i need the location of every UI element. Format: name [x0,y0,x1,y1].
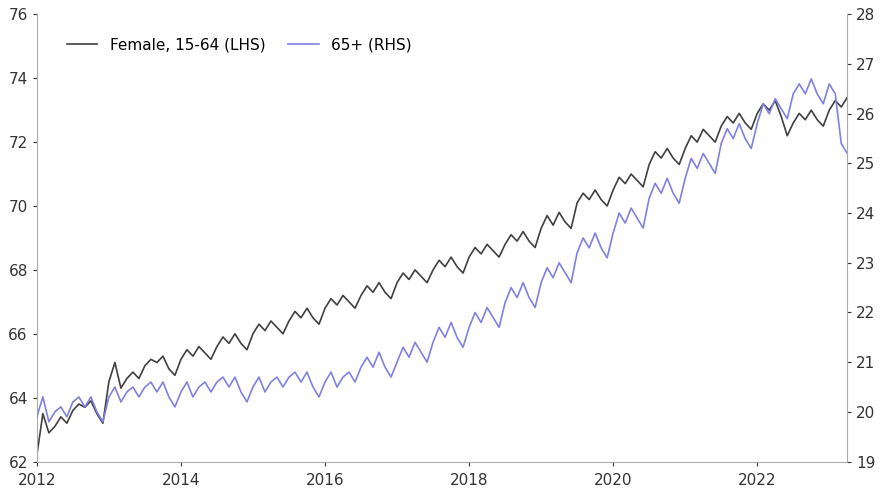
Line: 65+ (RHS): 65+ (RHS) [37,79,884,422]
Female, 15-64 (LHS) [80,404,90,410]
65+ (RHS) [86,394,96,400]
Line: Female, 15-64 (LHS): Female, 15-64 (LHS) [37,46,884,455]
Legend: Female, 15-64 (LHS), 65+ (RHS): Female, 15-64 (LHS), 65+ (RHS) [61,31,417,58]
65+ (RHS) [806,76,817,82]
Female, 15-64 (LHS) [32,452,42,458]
Female, 15-64 (LHS) [254,321,264,327]
Female, 15-64 (LHS) [103,379,114,385]
65+ (RHS) [260,389,271,395]
Female, 15-64 (LHS) [350,305,361,311]
65+ (RHS) [32,414,42,420]
65+ (RHS) [110,384,120,390]
65+ (RHS) [43,419,54,425]
65+ (RHS) [355,364,366,370]
